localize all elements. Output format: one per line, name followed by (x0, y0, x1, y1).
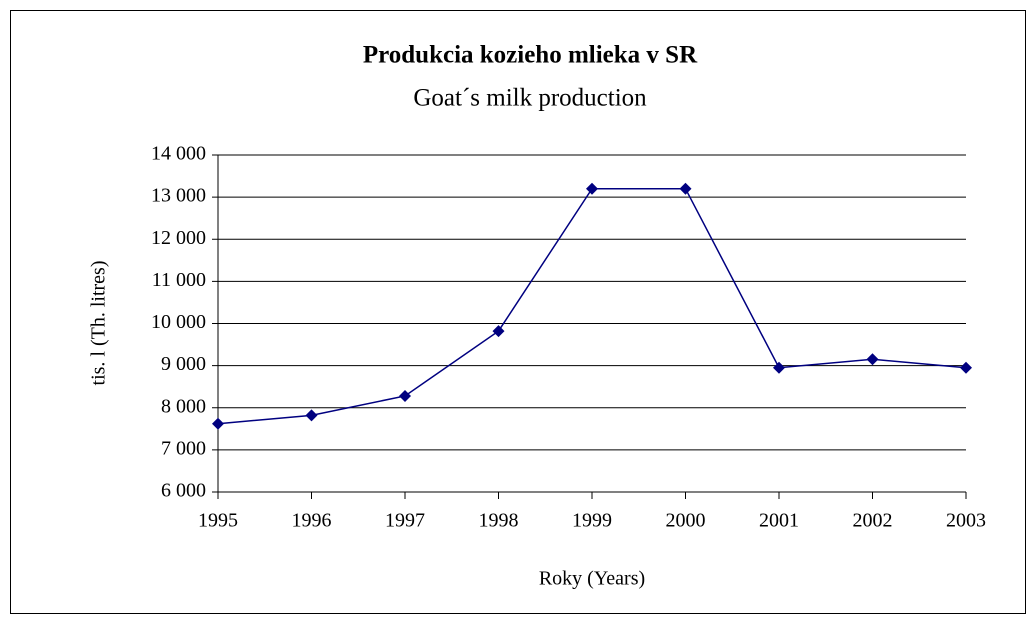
x-tick-label: 1996 (292, 510, 332, 532)
x-axis-label: Roky (Years) (539, 568, 645, 590)
x-tick-label: 2001 (759, 510, 799, 532)
x-tick-label: 1999 (572, 510, 612, 532)
chart-subtitle: Goat´s milk production (413, 85, 647, 112)
x-tick-label: 1998 (479, 510, 519, 532)
data-point (960, 361, 972, 374)
data-point (679, 182, 692, 195)
x-tick-label: 2002 (853, 510, 893, 532)
data-point (586, 182, 598, 195)
data-point (212, 417, 224, 430)
y-tick-label: 13 000 (151, 185, 206, 207)
data-point (866, 353, 879, 366)
data-point (773, 361, 785, 374)
x-tick-label: 2000 (666, 510, 706, 532)
chart-frame (10, 10, 1026, 614)
y-tick-label: 6 000 (161, 480, 206, 502)
data-point (305, 409, 318, 422)
x-tick-label: 2003 (946, 510, 986, 532)
y-tick-label: 9 000 (161, 353, 206, 375)
y-tick-label: 7 000 (161, 437, 206, 459)
x-tick-label: 1997 (385, 510, 425, 532)
x-tick-label: 1995 (198, 510, 238, 532)
data-point (399, 389, 411, 402)
y-tick-label: 14 000 (151, 143, 206, 165)
y-tick-label: 8 000 (161, 395, 206, 417)
data-point (492, 325, 505, 338)
chart-title: Produkcia kozieho mlieka v SR (363, 42, 698, 69)
y-tick-label: 11 000 (152, 269, 206, 291)
y-tick-label: 10 000 (151, 311, 206, 333)
y-axis-label: tis. l (Th. litres) (88, 261, 110, 386)
y-tick-label: 12 000 (151, 227, 206, 249)
